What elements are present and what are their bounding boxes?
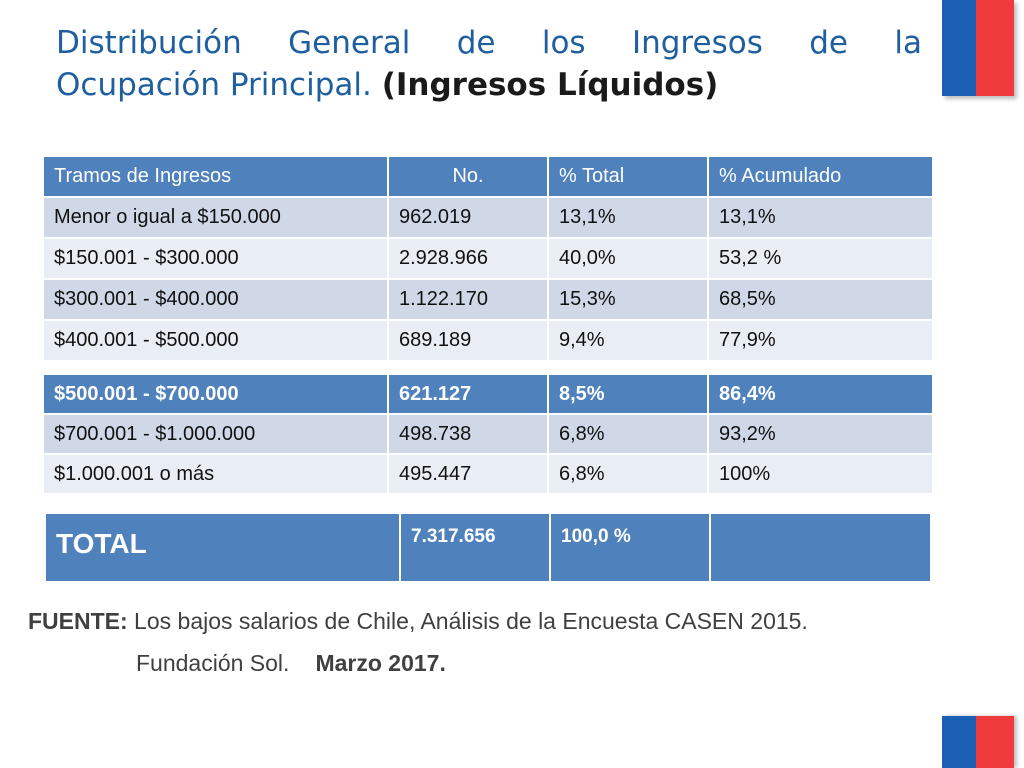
flag-blue-stripe: [942, 0, 976, 96]
table-row: $150.001 - $300.000 2.928.966 40,0% 53,2…: [44, 239, 932, 280]
income-table: Tramos de Ingresos No. % Total % Acumula…: [44, 157, 932, 362]
table-cell: 498.738: [389, 415, 549, 455]
source-line-1: FUENTE: Los bajos salarios de Chile, Aná…: [28, 600, 928, 642]
title-word: Distribución: [56, 25, 242, 61]
table-cell: Menor o igual a $150.000: [44, 198, 389, 239]
total-number: 7.317.656: [401, 514, 551, 581]
table-header-row: Tramos de Ingresos No. % Total % Acumula…: [44, 157, 932, 198]
table-cell: 689.189: [389, 321, 549, 362]
table-cell: $500.001 - $700.000: [44, 375, 389, 415]
header-cell: % Total: [549, 157, 709, 198]
table-cell: 495.447: [389, 455, 549, 495]
total-label: TOTAL: [46, 514, 401, 581]
table-cell: 13,1%: [549, 198, 709, 239]
source-line-2: Fundación Sol. Marzo 2017.: [28, 642, 928, 684]
total-row: TOTAL 7.317.656 100,0 %: [44, 512, 932, 583]
title-word: los: [541, 25, 586, 61]
table-cell: $1.000.001 o más: [44, 455, 389, 495]
table-cell: $700.001 - $1.000.000: [44, 415, 389, 455]
table-cell: $400.001 - $500.000: [44, 321, 389, 362]
flag-red-stripe: [976, 716, 1014, 768]
table-row: $400.001 - $500.000 689.189 9,4% 77,9%: [44, 321, 932, 362]
highlight-row: $500.001 - $700.000 621.127 8,5% 86,4%: [44, 375, 932, 415]
slide-title: Distribución General de los Ingresos de …: [56, 22, 922, 106]
table-cell: 100%: [709, 455, 932, 495]
header-cell: No.: [389, 157, 549, 198]
table-cell: 77,9%: [709, 321, 932, 362]
title-line-2: Ocupación Principal. (Ingresos Líquidos): [56, 64, 922, 106]
title-word: la: [894, 25, 922, 61]
table-cell: $150.001 - $300.000: [44, 239, 389, 280]
flag-decoration-top: [942, 0, 1014, 96]
flag-blue-stripe: [942, 716, 976, 768]
title-word: Ingresos: [631, 25, 763, 61]
table-cell: 6,8%: [549, 455, 709, 495]
header-cell: Tramos de Ingresos: [44, 157, 389, 198]
table-cell: 1.122.170: [389, 280, 549, 321]
flag-decoration-bottom: [942, 716, 1014, 768]
title-word: de: [456, 25, 496, 61]
source-date: Marzo 2017.: [315, 650, 446, 676]
total-accumulated: [711, 514, 934, 581]
table-cell: $300.001 - $400.000: [44, 280, 389, 321]
table-row: $700.001 - $1.000.000 498.738 6,8% 93,2%: [44, 415, 932, 455]
source-citation: FUENTE: Los bajos salarios de Chile, Aná…: [28, 600, 928, 684]
table-cell: 93,2%: [709, 415, 932, 455]
source-text: Los bajos salarios de Chile, Análisis de…: [127, 608, 808, 634]
table-cell: 9,4%: [549, 321, 709, 362]
table-row: $1.000.001 o más 495.447 6,8% 100%: [44, 455, 932, 495]
title-normal-text: Ocupación Principal.: [56, 67, 372, 103]
table-cell: 8,5%: [549, 375, 709, 415]
table-row: $300.001 - $400.000 1.122.170 15,3% 68,5…: [44, 280, 932, 321]
flag-red-stripe: [976, 0, 1014, 96]
table-cell: 962.019: [389, 198, 549, 239]
title-bold-text: (Ingresos Líquidos): [381, 67, 719, 103]
table-cell: 621.127: [389, 375, 549, 415]
table-row: Menor o igual a $150.000 962.019 13,1% 1…: [44, 198, 932, 239]
table-cell: 15,3%: [549, 280, 709, 321]
source-org: Fundación Sol.: [136, 650, 290, 676]
table-cell: 6,8%: [549, 415, 709, 455]
total-percent: 100,0 %: [551, 514, 711, 581]
title-line-1: Distribución General de los Ingresos de …: [56, 22, 922, 64]
table-cell: 2.928.966: [389, 239, 549, 280]
table-cell: 13,1%: [709, 198, 932, 239]
table-cell: 68,5%: [709, 280, 932, 321]
header-cell: % Acumulado: [709, 157, 932, 198]
income-table-continued: $500.001 - $700.000 621.127 8,5% 86,4% $…: [44, 375, 932, 495]
table-body: Menor o igual a $150.000 962.019 13,1% 1…: [44, 198, 932, 362]
table-cell: 53,2 %: [709, 239, 932, 280]
title-word: General: [288, 25, 411, 61]
table-cell: 86,4%: [709, 375, 932, 415]
table-cell: 40,0%: [549, 239, 709, 280]
source-label: FUENTE:: [28, 608, 128, 634]
title-word: de: [809, 25, 848, 61]
